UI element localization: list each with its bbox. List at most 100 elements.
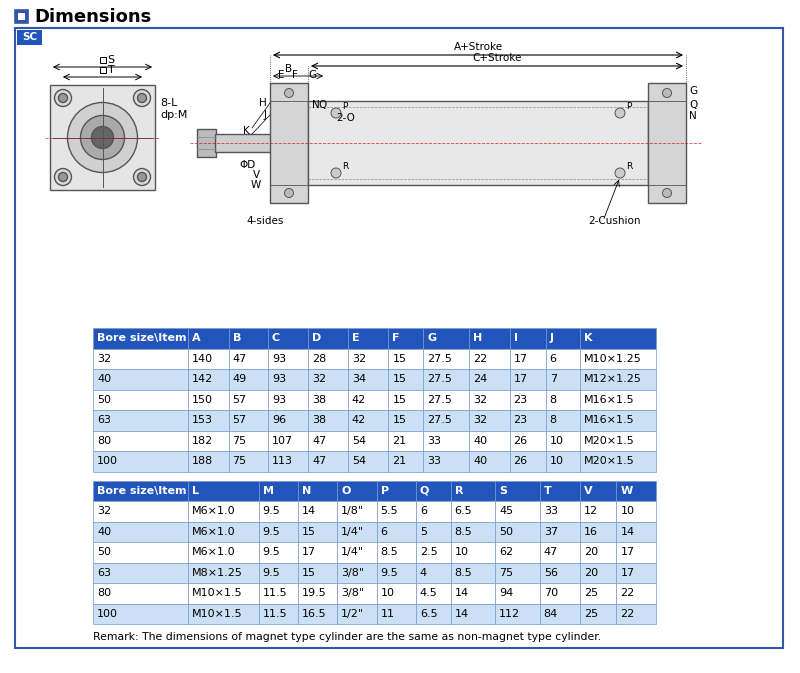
Text: 142: 142 (192, 374, 214, 384)
Bar (268, 451, 309, 472)
Bar (229, 349, 268, 369)
Bar (616, 501, 656, 522)
Circle shape (58, 172, 67, 182)
Bar (648, 83, 686, 203)
Text: dp:M: dp:M (160, 110, 187, 120)
Text: R: R (454, 486, 463, 496)
Bar (338, 481, 377, 501)
Text: 9.5: 9.5 (262, 506, 281, 516)
Text: 9.5: 9.5 (262, 568, 281, 577)
Text: 22: 22 (473, 354, 487, 363)
Text: 11.5: 11.5 (262, 609, 287, 618)
Text: 21: 21 (393, 435, 406, 446)
Bar (377, 604, 416, 624)
Bar (495, 563, 540, 583)
Bar (540, 563, 580, 583)
Text: 6.5: 6.5 (454, 506, 472, 516)
Text: 17: 17 (620, 568, 634, 577)
Circle shape (58, 94, 67, 102)
Text: 32: 32 (473, 395, 487, 404)
Bar (50, 85, 155, 190)
Bar (495, 583, 540, 604)
Text: 188: 188 (192, 456, 214, 466)
Bar (348, 390, 389, 410)
Bar (423, 328, 469, 349)
Bar (298, 583, 338, 604)
Bar (580, 522, 616, 542)
Text: 50: 50 (97, 395, 111, 404)
Text: 49: 49 (233, 374, 247, 384)
Text: 27.5: 27.5 (427, 395, 452, 404)
Text: W: W (620, 486, 633, 496)
Text: B: B (286, 64, 293, 74)
Text: 40: 40 (473, 435, 487, 446)
Text: 45: 45 (499, 506, 514, 516)
Text: 17: 17 (620, 547, 634, 557)
Text: 80: 80 (97, 588, 111, 598)
Bar (93, 563, 188, 583)
Bar (580, 501, 616, 522)
Bar (495, 522, 540, 542)
Text: SC: SC (22, 32, 37, 42)
Text: 15: 15 (302, 527, 316, 537)
Text: 15: 15 (393, 415, 406, 425)
Text: 32: 32 (352, 354, 366, 363)
Bar (580, 410, 656, 431)
Text: 17: 17 (514, 354, 528, 363)
Bar (416, 583, 450, 604)
Text: M6×1.0: M6×1.0 (192, 547, 235, 557)
Bar (580, 328, 656, 349)
Bar (348, 451, 389, 472)
Bar (377, 563, 416, 583)
Bar (450, 522, 495, 542)
Text: 5.5: 5.5 (381, 506, 398, 516)
Text: 15: 15 (302, 568, 316, 577)
Bar (416, 563, 450, 583)
Text: V: V (584, 486, 593, 496)
Text: K: K (243, 126, 250, 136)
Text: M12×1.25: M12×1.25 (584, 374, 642, 384)
Text: Q: Q (689, 100, 698, 110)
Text: M16×1.5: M16×1.5 (584, 415, 635, 425)
Bar (510, 431, 546, 451)
Bar (338, 501, 377, 522)
Text: G: G (308, 70, 316, 80)
Bar (188, 522, 258, 542)
Bar (546, 410, 580, 431)
Bar (450, 563, 495, 583)
Bar (389, 390, 423, 410)
Text: 20: 20 (584, 568, 598, 577)
Text: M20×1.5: M20×1.5 (584, 456, 635, 466)
Text: 3/8": 3/8" (342, 588, 365, 598)
Text: 32: 32 (97, 354, 111, 363)
Bar (229, 431, 268, 451)
Text: C: C (272, 333, 280, 343)
Text: 32: 32 (473, 415, 487, 425)
Bar (580, 349, 656, 369)
Bar (540, 481, 580, 501)
Text: 1/8": 1/8" (342, 506, 365, 516)
Bar (580, 431, 656, 451)
Text: M6×1.0: M6×1.0 (192, 506, 235, 516)
Bar (93, 481, 188, 501)
Bar (15, 10, 28, 23)
Bar (215, 134, 289, 152)
Text: 93: 93 (272, 374, 286, 384)
Text: H: H (259, 98, 267, 108)
Bar (423, 369, 469, 390)
Bar (188, 369, 229, 390)
Text: 54: 54 (352, 456, 366, 466)
Bar (338, 522, 377, 542)
Text: 40: 40 (473, 456, 487, 466)
Text: N: N (689, 111, 697, 121)
Bar (298, 542, 338, 563)
Bar (469, 410, 510, 431)
Text: 93: 93 (272, 395, 286, 404)
Text: T: T (544, 486, 551, 496)
Text: 14: 14 (620, 527, 634, 537)
Bar (580, 604, 616, 624)
Text: 1/4": 1/4" (342, 527, 365, 537)
Text: 153: 153 (192, 415, 213, 425)
Bar (188, 451, 229, 472)
Bar (99, 57, 106, 63)
